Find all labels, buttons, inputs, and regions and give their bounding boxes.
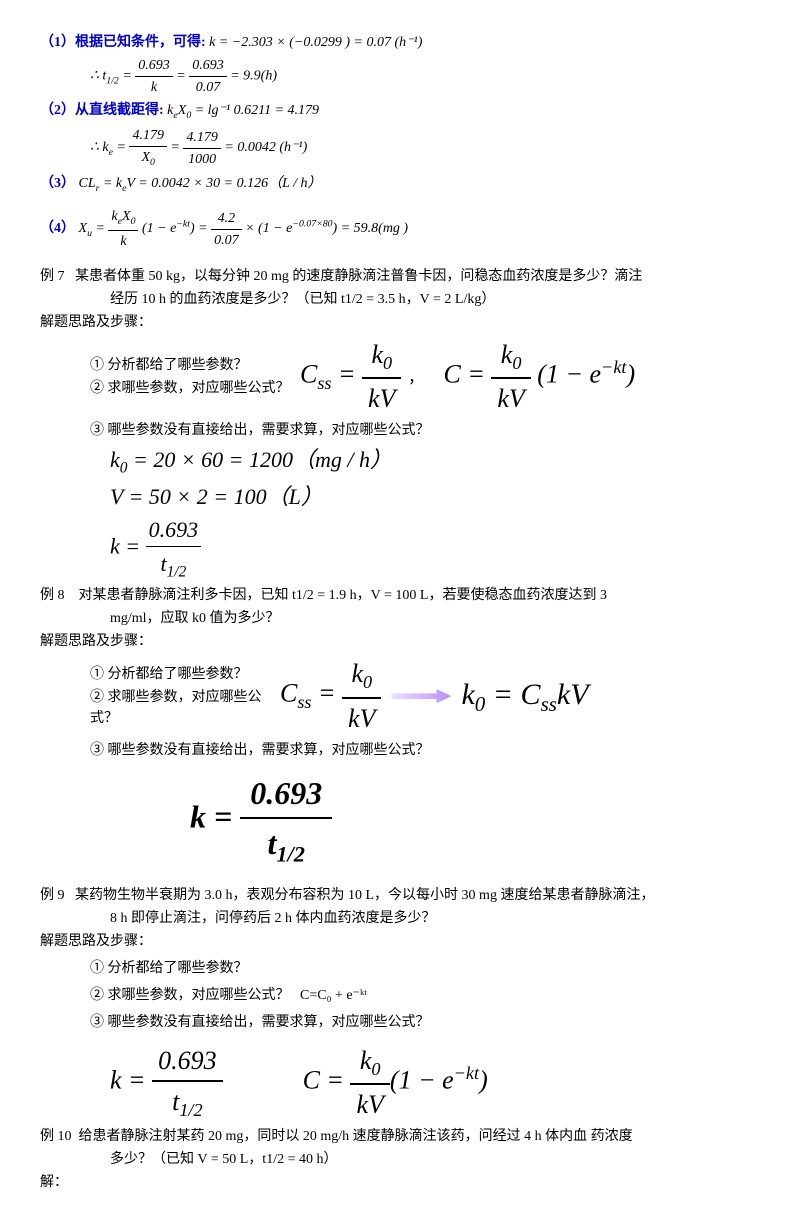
sec1-line2: ∴ t1/2 = 0.693k = 0.6930.07 = 9.9(h)	[90, 55, 760, 98]
sec2-line2: ∴ ke = 4.179X0 = 4.1791000 = 0.0042 (h⁻¹…	[90, 125, 760, 170]
sec2-label: （2）从直线截距得:	[40, 103, 164, 118]
sec3: （3） CLr = keV = 0.0042 × 30 = 0.126（L / …	[40, 173, 760, 196]
sec1-eq1: k = −2.303 × (−0.0299 ) = 0.07 (h⁻¹)	[209, 35, 422, 50]
ex7: 例 7 某患者体重 50 kg，以每分钟 20 mg 的速度静脉滴注普鲁卡因，问…	[40, 266, 760, 583]
ex9: 例 9 某药物生物半衰期为 3.0 h，表观分布容积为 10 L，今以每小时 3…	[40, 885, 760, 1124]
ex10: 例 10 给患者静脉注射某药 20 mg，同时以 20 mg/h 速度静脉滴注该…	[40, 1126, 760, 1193]
arrow-icon	[391, 689, 451, 703]
sec2-line1: （2）从直线截距得: keX0 = lg⁻¹ 0.6211 = 4.179	[40, 100, 760, 123]
sec1-label: （1）根据已知条件，可得:	[40, 35, 206, 50]
sec4: （4） Xu = keX0k (1 − e−kt) = 4.20.07 × (1…	[40, 206, 760, 251]
ex8: 例 8 对某患者静脉滴注利多卡因，已知 t1/2 = 1.9 h，V = 100…	[40, 585, 760, 870]
sec1-line1: （1）根据已知条件，可得: k = −2.303 × (−0.0299 ) = …	[40, 32, 760, 53]
